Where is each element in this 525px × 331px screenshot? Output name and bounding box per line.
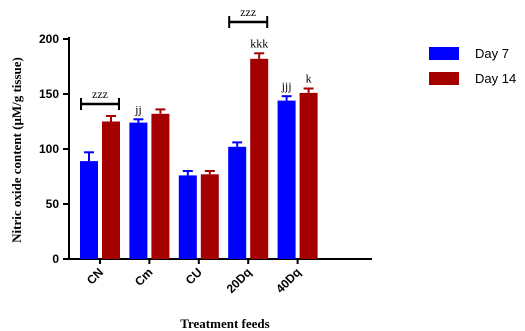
x-tick-label: 40Dq (273, 265, 304, 296)
significance-label: jj (134, 102, 142, 116)
y-axis-title: Nitric oxide content (μM/g tissue) (9, 57, 24, 243)
significance-label: jjj (281, 79, 292, 93)
x-tick-label: CN (84, 265, 106, 287)
bar (178, 175, 197, 259)
legend-swatch (429, 72, 459, 85)
legend-label: Day 14 (475, 71, 516, 86)
y-tick-label: 50 (46, 197, 60, 211)
bar (277, 100, 296, 259)
x-tick-label: Cm (132, 265, 156, 289)
y-tick-label: 0 (52, 252, 59, 266)
significance-label: k (306, 72, 312, 86)
legend-swatch (429, 47, 459, 60)
y-tick-label: 200 (39, 32, 59, 46)
legend-label: Day 7 (475, 46, 509, 61)
bar (151, 113, 170, 259)
y-tick-label: 150 (39, 87, 59, 101)
bar (129, 122, 148, 259)
x-tick-label: CU (183, 265, 205, 287)
plot-area: 0 50 100 150 200 CN Cm CU 20Dq 40Dq zzz jj zzz kkk jjj… (39, 5, 372, 296)
significance-label: zzz (240, 5, 256, 19)
bar (200, 174, 219, 259)
bar (228, 146, 247, 259)
bar (102, 121, 120, 259)
significance-label: zzz (92, 87, 108, 101)
bar (80, 161, 98, 259)
bar (299, 92, 318, 260)
x-axis-title: Treatment feeds (180, 316, 269, 331)
legend: Day 7 Day 14 (429, 46, 516, 86)
bar (250, 58, 269, 259)
significance-label: kkk (250, 36, 268, 50)
y-tick-label: 100 (39, 142, 59, 156)
x-tick-label: 20Dq (224, 265, 255, 296)
